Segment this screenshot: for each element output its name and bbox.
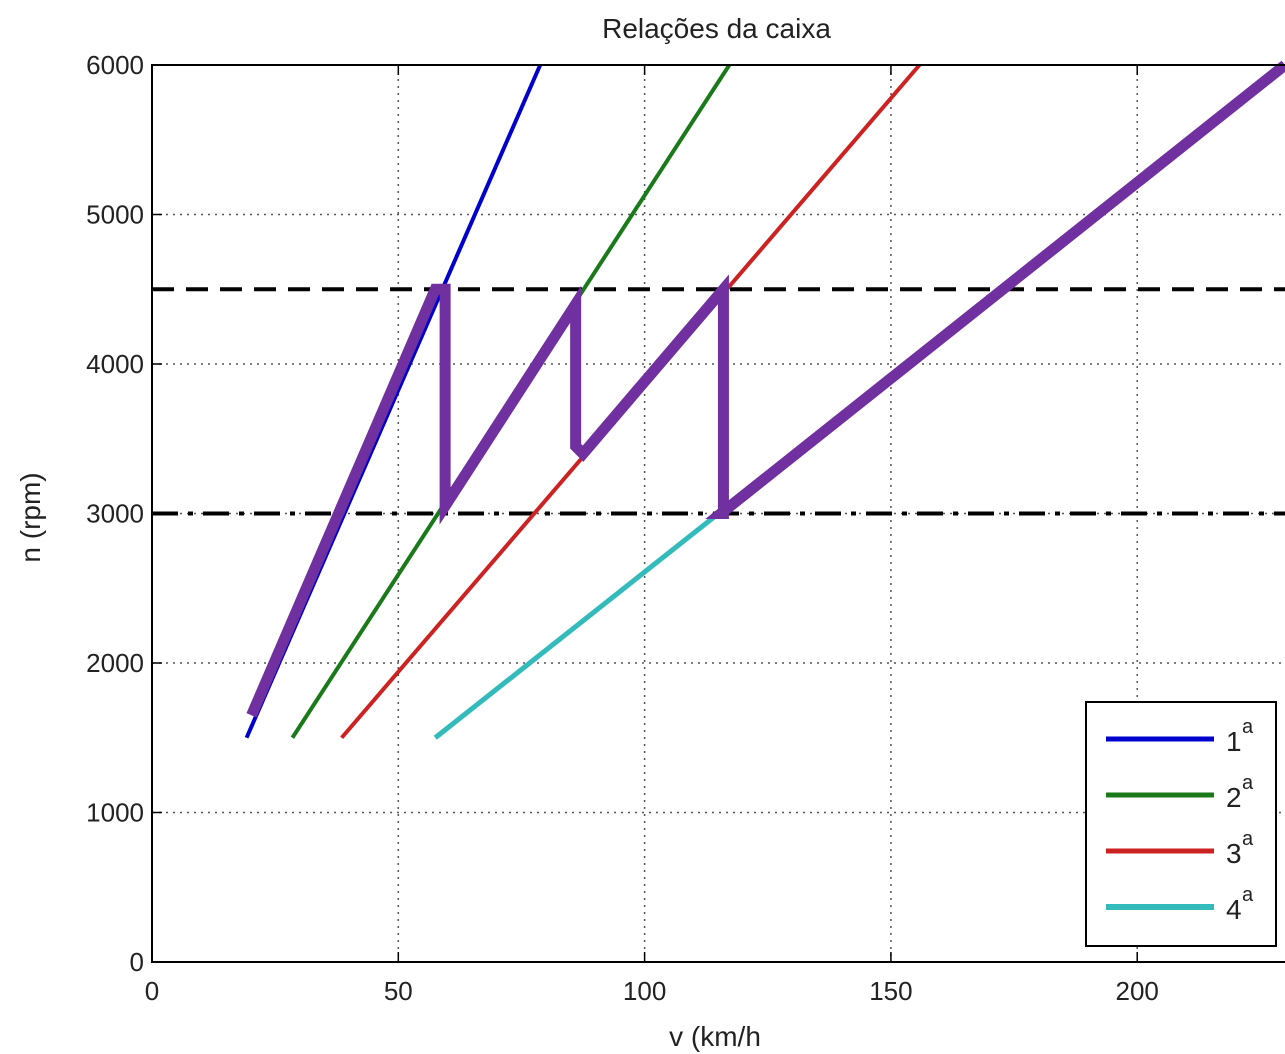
y-tick-label: 6000	[86, 50, 144, 80]
legend-superscript: a	[1242, 884, 1254, 906]
legend-label-gear-1: 1	[1226, 726, 1242, 757]
shift-path-line	[246, 60, 1285, 718]
y-tick-label: 5000	[86, 200, 144, 230]
y-tick-label: 3000	[86, 499, 144, 529]
y-tick-label: 4000	[86, 349, 144, 379]
x-tick-label: 150	[869, 976, 912, 1006]
legend-superscript: a	[1242, 772, 1254, 794]
shift-path-layer	[246, 60, 1285, 718]
x-axis-title: v (km/h	[669, 1021, 761, 1052]
x-tick-label: 50	[384, 976, 413, 1006]
y-tick-label: 2000	[86, 648, 144, 678]
legend-label-gear-3: 3	[1226, 838, 1242, 869]
y-tick-label: 0	[130, 947, 144, 977]
y-tick-label: 1000	[86, 798, 144, 828]
x-tick-label: 200	[1116, 976, 1159, 1006]
legend-label-gear-4: 4	[1226, 894, 1242, 925]
x-tick-label: 0	[145, 976, 159, 1006]
chart-title: Relações da caixa	[602, 13, 831, 44]
x-tick-label: 100	[623, 976, 666, 1006]
legend: 1 a2 a3 a4 a	[1085, 701, 1277, 947]
legend-superscript: a	[1242, 716, 1254, 738]
y-axis-title: n (rpm)	[15, 472, 46, 562]
series-lines	[244, 63, 1285, 740]
legend-superscript: a	[1242, 828, 1254, 850]
legend-label-gear-2: 2	[1226, 782, 1242, 813]
